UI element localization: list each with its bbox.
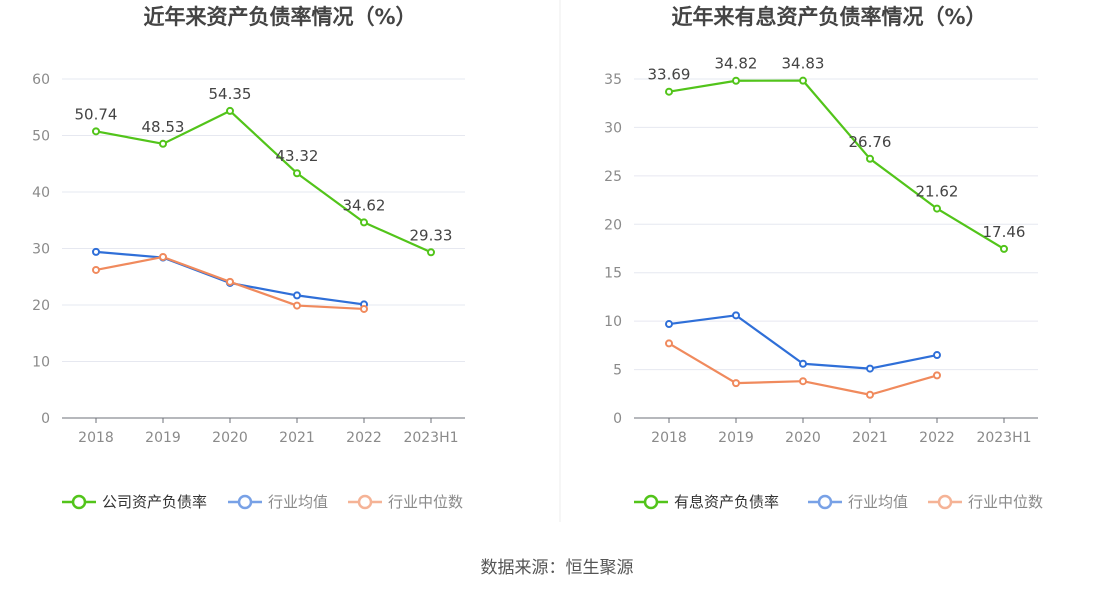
chart-2-data-label: 26.76 (849, 133, 892, 151)
chart-2-data-point (866, 154, 874, 163)
chart-2-y-tick: 15 (604, 266, 622, 282)
chart-1-data-label: 34.62 (343, 196, 386, 214)
chart-1-data-point (360, 218, 368, 227)
chart-2-x-tick: 2019 (718, 430, 754, 446)
legend-2-label: 有息资产负债率 (674, 493, 779, 511)
chart-1-x-tick: 2023H1 (403, 430, 458, 446)
legend-1-label: 行业中位数 (388, 493, 463, 511)
chart-2-x-tick: 2021 (852, 430, 888, 446)
chart-1-x-tick: 2018 (78, 430, 114, 446)
chart-2-data-label: 34.82 (715, 55, 758, 73)
chart-2-data-point (665, 320, 673, 329)
legend-2-marker-icon (817, 494, 833, 510)
chart-1-data-label: 50.74 (75, 105, 118, 123)
chart-1-y-tick: 20 (32, 298, 50, 314)
chart-1-data-point (159, 252, 167, 261)
legend-2-label: 行业中位数 (968, 493, 1043, 511)
chart-2-data-point (665, 87, 673, 96)
chart-1-y-tick: 30 (32, 242, 50, 258)
chart-2-y-tick: 10 (604, 314, 622, 330)
legend-1-label: 行业均值 (268, 493, 328, 511)
chart-1-data-point (360, 304, 368, 313)
chart-1-data-point (159, 139, 167, 148)
chart-2-y-tick: 35 (604, 72, 622, 88)
chart-1-x-tick: 2020 (212, 430, 248, 446)
chart-2-x-tick: 2020 (785, 430, 821, 446)
chart-2-data-point (933, 351, 941, 360)
chart-1-y-tick: 60 (32, 72, 50, 88)
chart-1-y-tick: 10 (32, 355, 50, 371)
chart-1-data-point (226, 277, 234, 286)
chart-2-data-point (933, 204, 941, 213)
chart-1-x-tick: 2021 (279, 430, 315, 446)
chart-2-data-point (866, 364, 874, 373)
chart-2-data-point (732, 76, 740, 85)
chart-2-data-point (933, 371, 941, 380)
chart-1-y-tick: 0 (41, 411, 50, 427)
chart-1-data-label: 54.35 (209, 85, 252, 103)
chart-1-data-point (92, 127, 100, 136)
chart-2-data-point (799, 359, 807, 368)
chart-2-y-tick: 20 (604, 217, 622, 233)
chart-1-data-label: 43.32 (276, 147, 319, 165)
legend-2-label: 行业均值 (848, 493, 908, 511)
chart-2-title: 近年来有息资产负债率情况（%） (671, 5, 986, 29)
chart-2-x-tick: 2022 (919, 430, 955, 446)
chart-1-x-tick: 2019 (145, 430, 181, 446)
chart-1-y-tick: 50 (32, 129, 50, 145)
chart-1-data-point (293, 301, 301, 310)
legend-1-marker-icon (237, 494, 253, 510)
legend-2-marker-icon (937, 494, 953, 510)
legend-1-label: 公司资产负债率 (102, 493, 207, 511)
chart-1-data-point (92, 247, 100, 256)
chart-2-data-point (665, 339, 673, 348)
chart-1-data-point (226, 106, 234, 115)
chart-2-data-point (1000, 244, 1008, 253)
data-source-note: 数据来源：恒生聚源 (481, 558, 634, 578)
chart-2-data-point (799, 76, 807, 85)
chart-2-x-tick: 2023H1 (976, 430, 1031, 446)
legend-2-marker-icon (643, 494, 659, 510)
chart-2-data-point (866, 390, 874, 399)
chart-1-data-point (92, 265, 100, 274)
chart-2-series-line (668, 79, 1005, 250)
chart-1-series-line (95, 109, 432, 254)
chart-2-data-point (799, 377, 807, 386)
chart-2-data-label: 21.62 (916, 183, 959, 201)
chart-1-data-label: 48.53 (142, 118, 185, 136)
chart-1-title: 近年来资产负债率情况（%） (143, 5, 416, 29)
legend-1-marker-icon (357, 494, 373, 510)
chart-2-x-tick: 2018 (651, 430, 687, 446)
chart-1-data-point (427, 248, 435, 257)
chart-2-y-tick: 30 (604, 120, 622, 136)
chart-2-data-point (732, 311, 740, 320)
chart-2-data-label: 33.69 (648, 66, 691, 84)
chart-2-y-tick: 25 (604, 169, 622, 185)
chart-2-data-label: 17.46 (983, 223, 1026, 241)
chart-1-data-label: 29.33 (410, 226, 453, 244)
chart-1-y-tick: 40 (32, 185, 50, 201)
chart-2-y-tick: 0 (613, 411, 622, 427)
chart-1-x-tick: 2022 (346, 430, 382, 446)
chart-2-y-tick: 5 (613, 363, 622, 379)
chart-2-data-label: 34.83 (782, 55, 825, 73)
legend-1-marker-icon (71, 494, 87, 510)
chart-2-data-point (732, 379, 740, 388)
chart-1-data-point (293, 291, 301, 300)
chart-1-data-point (293, 169, 301, 178)
